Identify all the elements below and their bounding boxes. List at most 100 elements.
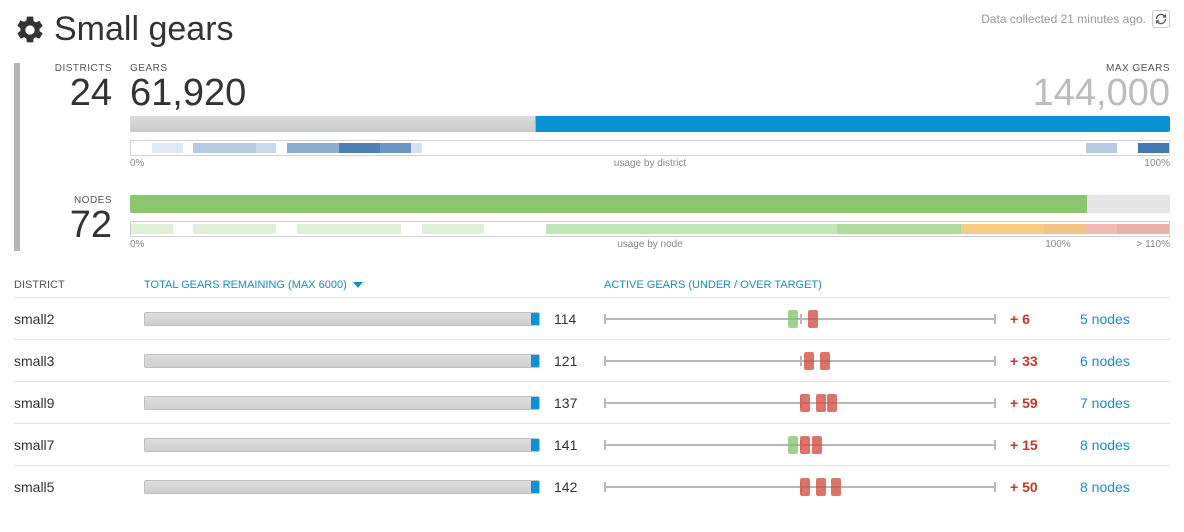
node-strip-segment <box>297 224 401 234</box>
remaining-bar-tip <box>531 313 539 325</box>
table-row: small3121 + 33 6 nodes <box>14 339 1170 381</box>
district-strip-segment <box>380 143 411 153</box>
node-strip-segment <box>837 224 962 234</box>
remaining-bar <box>144 396 540 410</box>
nodes-metric: NODES 72 <box>40 195 112 244</box>
districts-metric: DISTRICTS 24 <box>40 63 112 112</box>
node-strip-segment <box>131 224 173 234</box>
delta-value: + 59 <box>1010 395 1066 411</box>
node-strip-segment <box>1117 224 1169 234</box>
remaining-bar-tip <box>531 397 539 409</box>
node-strip-segment <box>1086 224 1117 234</box>
col-header-remaining[interactable]: TOTAL GEARS REMAINING (MAX 6000) <box>144 279 604 291</box>
node-strip-segment <box>1044 224 1086 234</box>
nodes-link[interactable]: 6 nodes <box>1080 353 1170 369</box>
header: Small gears Data collected 21 minutes ag… <box>14 10 1170 49</box>
active-marker-red <box>831 478 841 496</box>
remaining-bar <box>144 438 540 452</box>
active-marker-red <box>800 478 810 496</box>
nodes-link[interactable]: 7 nodes <box>1080 395 1170 411</box>
refresh-area: Data collected 21 minutes ago. <box>981 10 1170 28</box>
remaining-bar <box>144 354 540 368</box>
remaining-cell: 141 <box>144 437 604 453</box>
active-track <box>604 318 996 320</box>
district-strip-100pct: 100% <box>1144 158 1170 169</box>
active-cell: + 15 8 nodes <box>604 437 1170 453</box>
remaining-value: 137 <box>554 395 604 411</box>
active-marker-red <box>800 394 810 412</box>
active-marker-red <box>827 394 837 412</box>
active-marker-red <box>808 310 818 328</box>
remaining-value: 114 <box>554 311 604 327</box>
table-header: DISTRICT TOTAL GEARS REMAINING (MAX 6000… <box>14 279 1170 297</box>
district-name[interactable]: small3 <box>14 353 144 369</box>
active-cell: + 6 5 nodes <box>604 311 1170 327</box>
nodes-link[interactable]: 8 nodes <box>1080 437 1170 453</box>
gears-value: 61,920 <box>130 74 246 112</box>
districts-table: DISTRICT TOTAL GEARS REMAINING (MAX 6000… <box>14 279 1170 507</box>
active-cell: + 50 8 nodes <box>604 479 1170 495</box>
district-strip-segment <box>1138 143 1169 153</box>
node-strip-110pct: > 110% <box>1137 239 1170 250</box>
active-track <box>604 444 996 446</box>
delta-value: + 33 <box>1010 353 1066 369</box>
table-row: small2 114 + 6 5 nodes <box>14 297 1170 339</box>
active-center-tick <box>800 356 802 366</box>
remaining-cell: 142 <box>144 479 604 495</box>
gears-used-portion <box>130 116 536 132</box>
gears-metric: GEARS 61,920 <box>130 63 246 112</box>
remaining-bar <box>144 480 540 494</box>
remaining-bar-tip <box>531 481 539 493</box>
active-cell: + 59 7 nodes <box>604 395 1170 411</box>
district-name[interactable]: small7 <box>14 437 144 453</box>
col-header-active[interactable]: ACTIVE GEARS (UNDER / OVER TARGET) <box>604 279 1170 291</box>
remaining-cell: 137 <box>144 395 604 411</box>
district-strip-segment <box>411 143 421 153</box>
district-strip-segment <box>152 143 183 153</box>
max-gears-metric: MAX GEARS 144,000 <box>1033 63 1170 112</box>
district-strip-segment <box>287 143 339 153</box>
active-track <box>604 486 996 488</box>
active-center-tick <box>800 314 802 324</box>
district-strip-0pct: 0% <box>130 158 144 169</box>
delta-value: + 15 <box>1010 437 1066 453</box>
node-strip-segment <box>193 224 276 234</box>
refresh-icon <box>1155 13 1167 25</box>
districts-value: 24 <box>40 74 112 112</box>
table-row: small5 142 + 50 8 nodes <box>14 465 1170 507</box>
active-cell: + 33 6 nodes <box>604 353 1170 369</box>
node-strip-100pct: 100% <box>1045 239 1071 250</box>
delta-value: + 50 <box>1010 479 1066 495</box>
district-strip-caption: usage by district <box>614 158 686 169</box>
district-name[interactable]: small5 <box>14 479 144 495</box>
nodes-value: 72 <box>40 206 112 244</box>
gear-icon <box>14 14 46 46</box>
active-marker-green <box>788 310 798 328</box>
district-strip-segment <box>256 143 277 153</box>
remaining-cell: 114 <box>144 311 604 327</box>
remaining-value: 142 <box>554 479 604 495</box>
nodes-green-portion <box>130 195 1087 213</box>
district-name[interactable]: small9 <box>14 395 144 411</box>
remaining-bar-tip <box>531 355 539 367</box>
remaining-value: 141 <box>554 437 604 453</box>
nodes-link[interactable]: 8 nodes <box>1080 479 1170 495</box>
active-marker-red <box>800 436 810 454</box>
nodes-link[interactable]: 5 nodes <box>1080 311 1170 327</box>
node-strip-segment <box>961 224 1044 234</box>
refresh-button[interactable] <box>1152 10 1170 28</box>
col-header-remaining-label: TOTAL GEARS REMAINING (MAX 6000) <box>144 279 347 291</box>
node-usage-strip <box>130 221 1170 237</box>
district-name[interactable]: small2 <box>14 311 144 327</box>
col-header-district[interactable]: DISTRICT <box>14 279 144 291</box>
remaining-cell: 121 <box>144 353 604 369</box>
active-marker-red <box>816 394 826 412</box>
active-track <box>604 402 996 404</box>
active-marker-green <box>788 436 798 454</box>
node-strip-0pct: 0% <box>130 239 144 250</box>
district-strip-segment <box>193 143 255 153</box>
sort-caret-icon <box>353 282 363 288</box>
gears-capacity-bar <box>130 116 1170 132</box>
delta-value: + 6 <box>1010 311 1066 327</box>
nodes-capacity-bar <box>130 195 1170 213</box>
